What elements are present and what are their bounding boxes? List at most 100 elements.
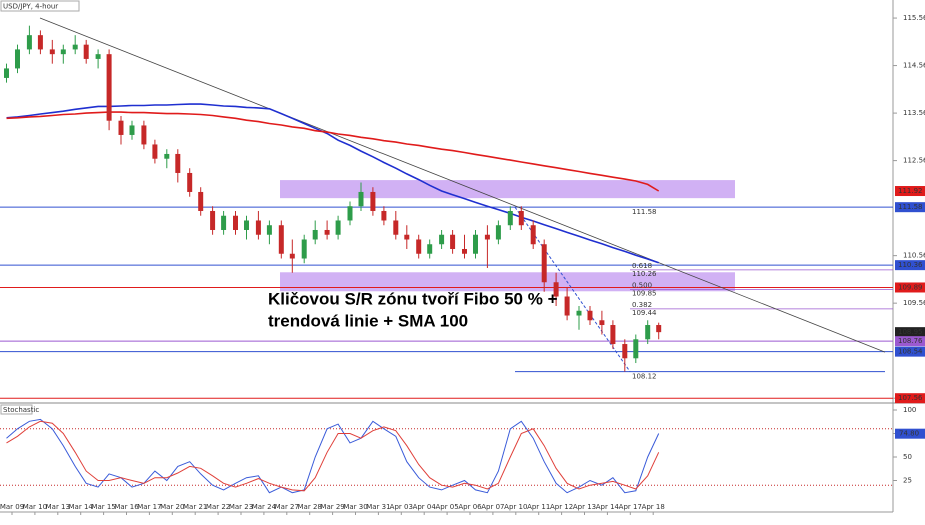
- price-marker-label: 111.58: [898, 203, 923, 211]
- sma-line: [6, 111, 660, 192]
- candle-body: [49, 49, 55, 55]
- candle-body: [645, 325, 651, 340]
- candle-body: [152, 144, 158, 159]
- candle-body: [244, 220, 249, 230]
- candle-body: [507, 210, 513, 226]
- fibo-value: 109.85: [632, 289, 657, 297]
- candle-body: [233, 215, 238, 230]
- price-marker-label: 110.36: [898, 261, 923, 269]
- candle-body: [335, 220, 341, 235]
- candle-body: [473, 234, 478, 254]
- stoch-title-box: [0, 404, 33, 415]
- x-tick-label: Mar 31: [366, 503, 390, 511]
- candle-body: [72, 44, 78, 50]
- x-tick-label: Apr 13: [573, 503, 596, 511]
- candle-body: [381, 210, 387, 221]
- candle-body: [599, 320, 605, 326]
- candle-body: [416, 239, 422, 254]
- fibo-diagonal: [514, 206, 631, 372]
- candle-body: [587, 310, 593, 321]
- x-tick-label: Apr 03: [390, 503, 413, 511]
- price-marker-box: [895, 260, 925, 271]
- candle-body: [530, 225, 536, 245]
- sr-zone: [280, 180, 735, 199]
- candle-body: [656, 325, 662, 333]
- candle-body: [95, 54, 101, 59]
- candle-body: [4, 68, 9, 78]
- x-tick-label: Mar 15: [91, 503, 115, 511]
- candle-body: [26, 35, 32, 50]
- x-tick-label: Apr 10: [504, 503, 527, 511]
- stoch-line: [6, 418, 660, 494]
- fibo-label: 111.58: [632, 208, 657, 216]
- y-tick-label: 110.56: [903, 252, 925, 260]
- x-tick-label: Mar 21: [183, 503, 207, 511]
- candle-body: [289, 253, 295, 259]
- candle-body: [312, 229, 318, 240]
- x-tick-label: Mar 17: [137, 503, 161, 511]
- candle-body: [450, 234, 456, 249]
- x-tick-label: Mar 20: [160, 503, 184, 511]
- title-box: [0, 0, 80, 12]
- stoch-tick-label: 25: [903, 477, 912, 485]
- x-tick-label: Apr 12: [550, 503, 573, 511]
- price-marker-box: [895, 346, 925, 357]
- chart-title: USD/JPY, 4-hour: [3, 3, 58, 11]
- fibo-label: 108.12: [632, 373, 657, 381]
- x-tick-label: Mar 24: [252, 503, 277, 511]
- candle-body: [462, 248, 467, 254]
- sma-line: [6, 103, 659, 264]
- price-marker-label: 109.89: [898, 283, 923, 291]
- candle-body: [622, 344, 628, 359]
- candle-body: [324, 229, 330, 235]
- trendline: [39, 17, 886, 353]
- candle-body: [221, 215, 227, 230]
- candle-body: [439, 234, 445, 245]
- candle-body: [175, 153, 181, 173]
- y-tick-label: 113.56: [903, 109, 925, 117]
- price-marker-box: [895, 282, 925, 293]
- stochastic-title: Stochastic: [3, 406, 39, 414]
- x-tick-label: Mar 29: [320, 503, 344, 511]
- candle-body: [404, 234, 410, 240]
- candle-body: [370, 191, 376, 211]
- y-tick-label: 112.56: [903, 157, 925, 165]
- candle-body: [129, 125, 135, 135]
- stoch-marker-label: 74.80: [899, 430, 919, 438]
- fibo-ratio: 0.618: [632, 262, 652, 270]
- candle-body: [576, 310, 582, 316]
- x-tick-label: Mar 14: [69, 503, 94, 511]
- fibo-ratio: 0.382: [632, 301, 652, 309]
- candle-body: [518, 210, 524, 226]
- sr-zone: [280, 272, 735, 292]
- candle-body: [495, 225, 501, 240]
- y-tick-label: 114.56: [903, 62, 925, 70]
- x-tick-label: Mar 10: [23, 503, 47, 511]
- x-tick-label: Mar 27: [275, 503, 299, 511]
- candle-body: [266, 225, 272, 235]
- price-marker-label: 111.92: [898, 187, 923, 195]
- x-tick-label: Mar 16: [114, 503, 139, 511]
- candle-body: [37, 35, 43, 50]
- candle-body: [427, 244, 433, 254]
- price-marker-label: 108.95: [898, 328, 923, 336]
- price-marker-box: [895, 393, 925, 404]
- candle-body: [541, 244, 547, 283]
- candle-body: [198, 191, 204, 211]
- y-tick-label: 115.56: [903, 14, 925, 22]
- candle-body: [187, 172, 193, 192]
- candle-body: [347, 206, 353, 221]
- candle-body: [210, 210, 216, 230]
- price-marker-box: [895, 186, 925, 197]
- x-tick-label: Apr 18: [642, 503, 665, 511]
- x-tick-label: Mar 22: [206, 503, 230, 511]
- candle-body: [358, 191, 364, 207]
- candle-body: [141, 125, 147, 145]
- price-marker-label: 107.56: [898, 394, 923, 402]
- x-tick-label: Apr 11: [527, 503, 550, 511]
- candle-body: [553, 282, 559, 297]
- fibo-value: 110.26: [632, 270, 657, 278]
- candle-body: [610, 325, 616, 345]
